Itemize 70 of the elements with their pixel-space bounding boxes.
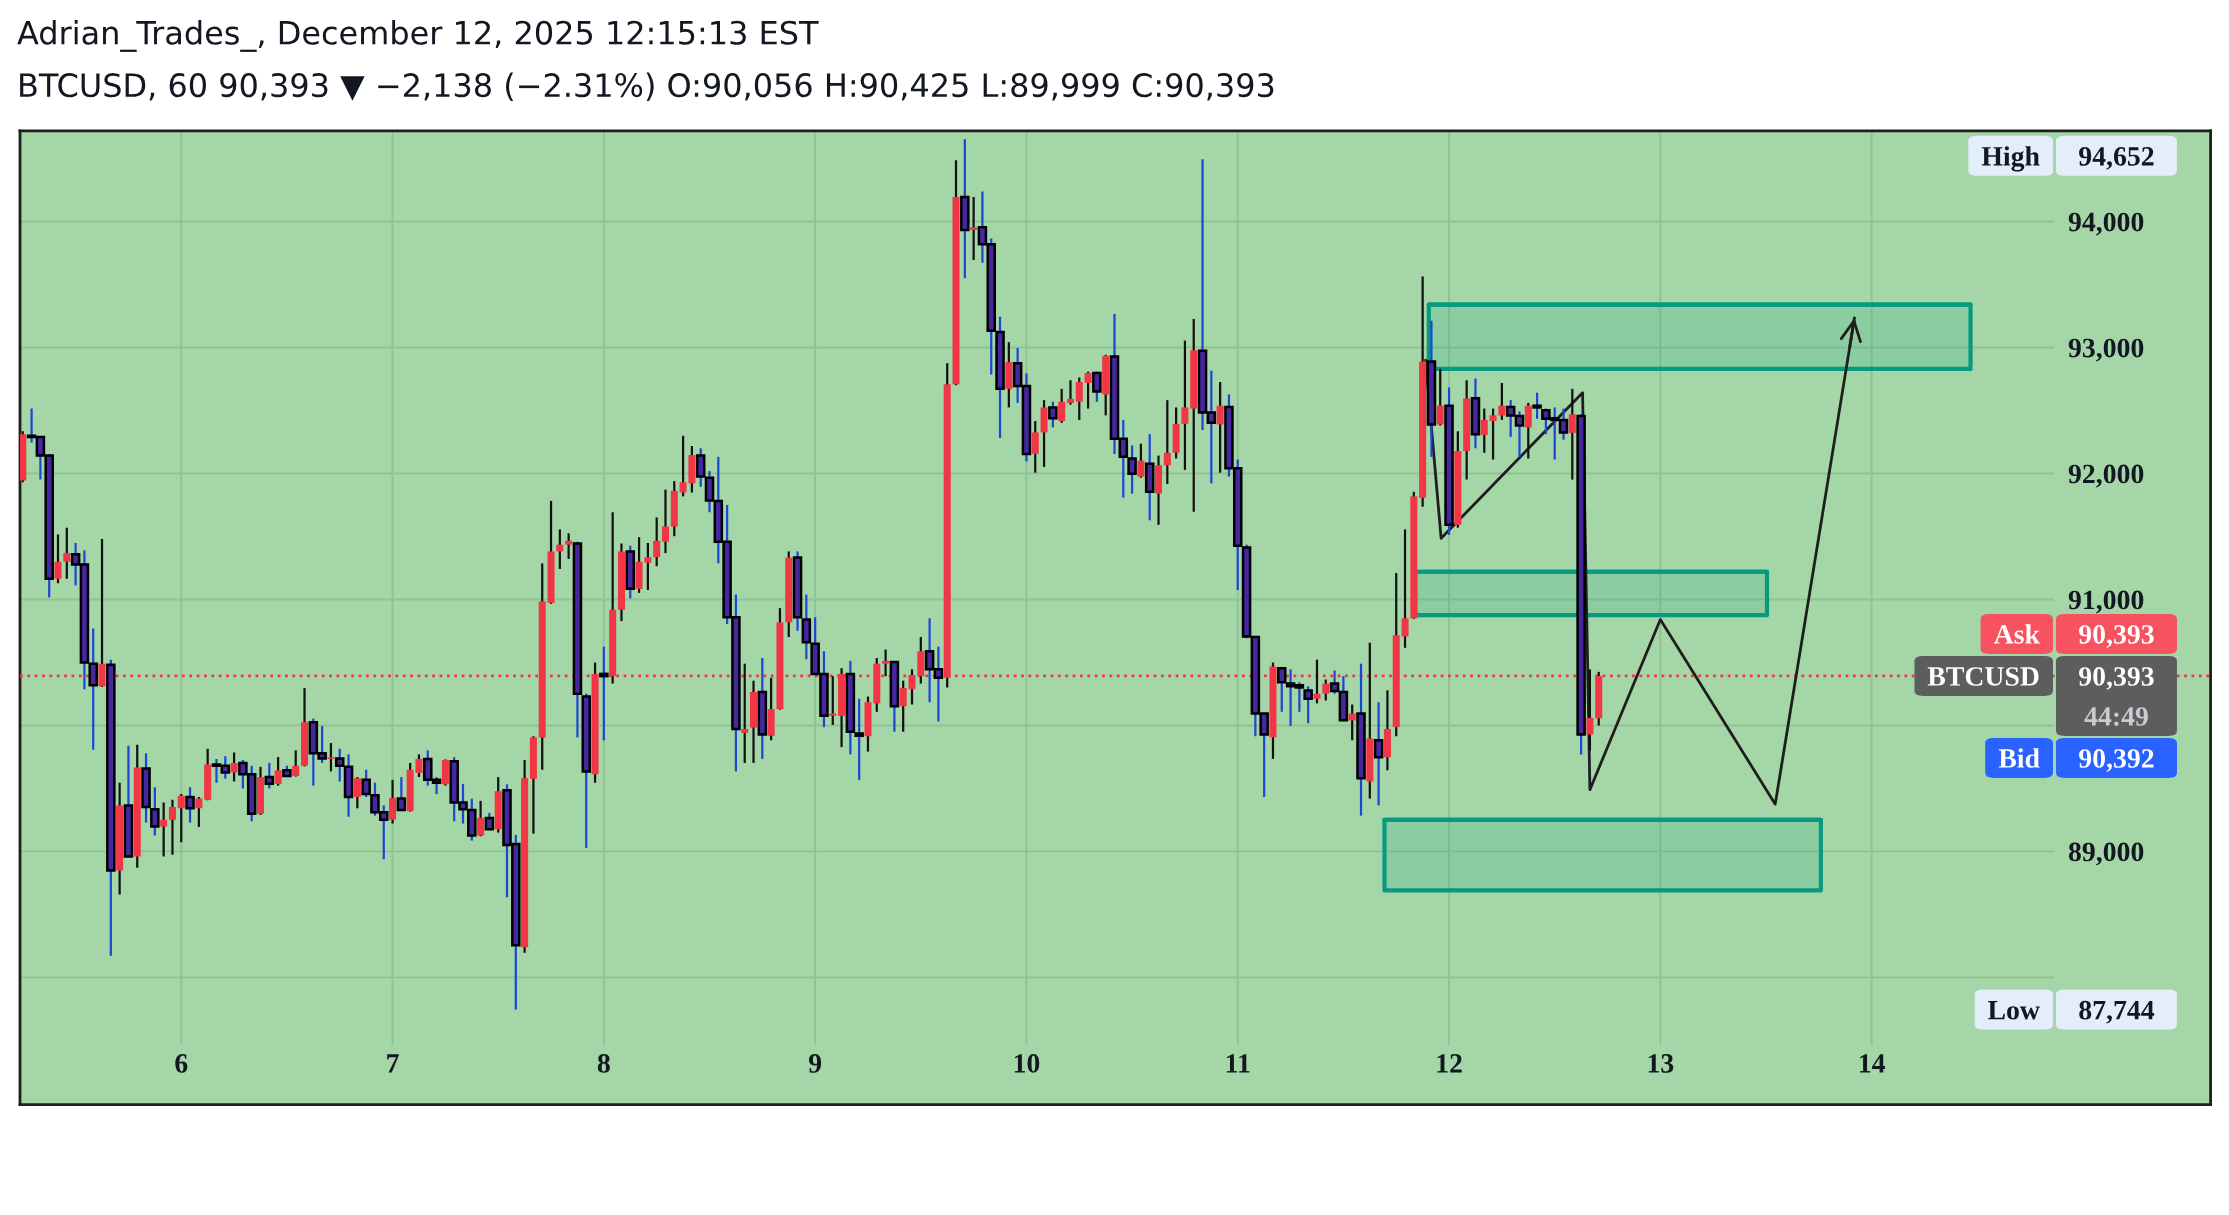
annotation: 94,652 — [2079, 147, 2154, 170]
annotation: Bid — [1998, 748, 2040, 768]
x-tick-label: 9 — [808, 1054, 822, 1073]
candlestick — [98, 537, 106, 689]
candlestick — [389, 778, 397, 825]
x-tick-label: 13 — [1648, 1054, 1674, 1073]
candlestick — [185, 786, 195, 824]
chart-title: Adrian_Trades_, December 12, 2025 12:15:13 EST — [17, 20, 819, 52]
candlestick — [195, 795, 203, 829]
candlestick — [653, 516, 661, 568]
candlestick — [1480, 407, 1488, 454]
y-tick-label: 89,000 — [2068, 842, 2144, 866]
candlestick — [1524, 401, 1532, 460]
y-tick-label: 91,000 — [2068, 590, 2144, 614]
candlestick — [661, 488, 670, 555]
annotation: 90,392 — [2079, 749, 2154, 772]
candlestick — [1163, 399, 1171, 486]
candlestick — [396, 775, 407, 813]
candlestick — [274, 756, 282, 787]
y-tick-label: 92,000 — [2068, 464, 2144, 488]
annotation: 44:49 — [2084, 707, 2148, 726]
candlestick — [1568, 387, 1576, 481]
candlestick — [1066, 379, 1074, 406]
candlestick — [477, 799, 485, 838]
candlestick — [970, 195, 978, 262]
candlestick — [1401, 528, 1409, 649]
candlestick — [1322, 678, 1330, 702]
candlestick — [1058, 387, 1066, 424]
candlestick — [1586, 668, 1594, 752]
x-tick-label: 12 — [1437, 1054, 1462, 1073]
candlestick — [1031, 419, 1039, 474]
candlestick — [1373, 701, 1384, 807]
candlestick — [168, 798, 176, 856]
candlestick — [1489, 407, 1497, 461]
candlestick — [599, 645, 609, 742]
candlestick — [177, 792, 185, 844]
x-tick-label: 8 — [597, 1054, 610, 1073]
chart-subtitle: BTCUSD, 60 90,393 ▼ −2,138 (−2.31%) O:90,056 H:90,425 L:89,999 C:90,393 — [20, 72, 1274, 102]
y-tick-label: 94,000 — [2068, 212, 2144, 236]
candlestick — [1137, 442, 1145, 479]
x-tick-label: 14 — [1859, 1054, 1886, 1073]
annotation: 90,393 — [2079, 667, 2154, 690]
candlestick — [230, 751, 238, 783]
annotation: 87,744 — [2079, 1000, 2155, 1024]
ref-line-label: BTCUSD — [1927, 667, 2039, 686]
candlestick — [1498, 381, 1506, 422]
candlestick — [327, 741, 335, 773]
annotation: Ask — [1993, 624, 2040, 644]
annotation: Low — [1987, 1001, 2040, 1020]
x-tick-label: 6 — [175, 1054, 188, 1073]
candlestick — [1075, 376, 1083, 422]
candlestick — [1313, 658, 1321, 705]
candlestick — [1181, 339, 1189, 471]
y-tick-label: 93,000 — [2068, 338, 2144, 362]
candlestick — [1216, 380, 1224, 474]
candlestick — [264, 761, 275, 790]
candlestick — [353, 775, 361, 810]
candlestick — [1048, 400, 1058, 429]
candlestick — [565, 532, 573, 560]
text: 90,393 — [2079, 625, 2154, 648]
x-tick-label: 10 — [1014, 1054, 1040, 1073]
candlestick — [54, 533, 62, 585]
candlestick — [292, 749, 300, 778]
x-tick-label: 7 — [387, 1054, 399, 1073]
candlestick — [63, 526, 71, 580]
x-tick-label: 11 — [1226, 1054, 1250, 1073]
candlestick — [1084, 370, 1092, 410]
candlestick — [1436, 367, 1444, 427]
candlestick — [1092, 370, 1102, 403]
annotation: High — [1981, 146, 2040, 172]
